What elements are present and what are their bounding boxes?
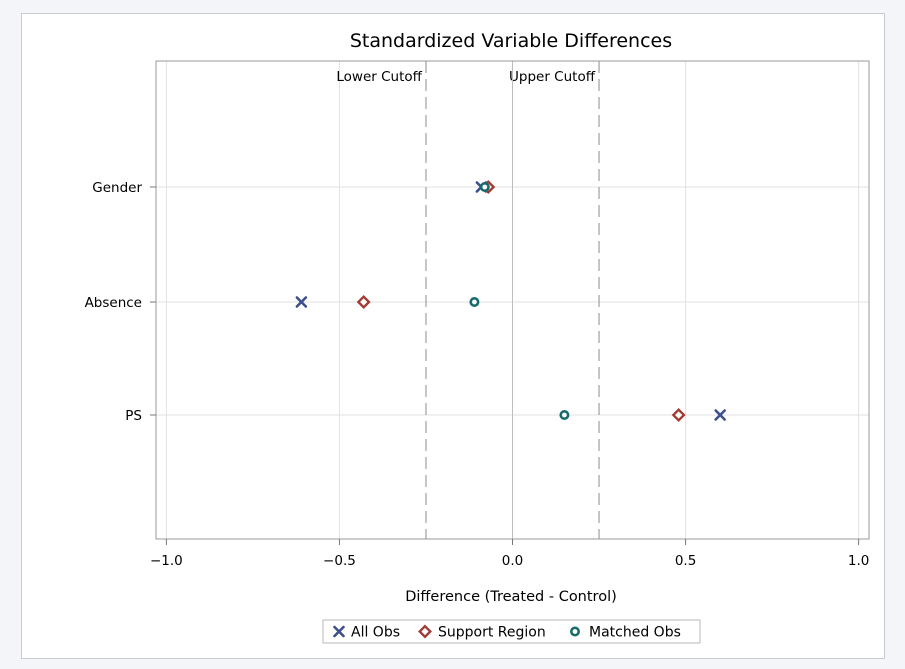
reference-lines: Lower Cutoff Upper Cutoff [336, 61, 600, 539]
cutoff-label: Lower Cutoff [336, 69, 422, 85]
legend-label: Support Region [438, 625, 546, 641]
legend: All Obs Support Region Matched Obs [322, 619, 701, 644]
x-tick-label: −1.0 [150, 553, 183, 569]
x-axis-label: Difference (Treated - Control) [405, 589, 617, 605]
legend-label: Matched Obs [589, 625, 681, 641]
legend-box [322, 619, 701, 644]
cutoff-label: Upper Cutoff [509, 69, 596, 85]
chart-title: Standardized Variable Differences [350, 30, 672, 52]
y-tick-label: Absence [85, 295, 142, 311]
point-x-absence [295, 296, 308, 308]
y-tick-label: Gender [92, 180, 142, 196]
point-diamond-absence [356, 295, 371, 309]
point-circle-absence [469, 296, 480, 307]
legend-marker-x [333, 625, 345, 638]
x-axis-ticks: −1.0 −0.5 0.0 0.5 1.0 [150, 539, 869, 569]
x-tick-label: 0.5 [675, 553, 696, 569]
legend-marker-diamond [418, 624, 432, 639]
y-tick-label: PS [125, 408, 142, 424]
legend-label: All Obs [351, 625, 400, 641]
data-points [295, 180, 726, 422]
point-x-ps [714, 409, 726, 421]
x-tick-label: 1.0 [848, 553, 869, 569]
point-diamond-ps [671, 408, 686, 422]
chart-svg: Standardized Variable Differences Lower … [85, 30, 870, 644]
chart-frame: Standardized Variable Differences Lower … [21, 13, 885, 659]
legend-marker-circle [569, 626, 580, 637]
point-circle-gender [479, 182, 490, 193]
point-circle-ps [559, 409, 570, 420]
x-tick-label: −0.5 [323, 553, 356, 569]
x-tick-label: 0.0 [502, 553, 523, 569]
y-axis-ticks: Gender Absence PS [85, 180, 156, 424]
